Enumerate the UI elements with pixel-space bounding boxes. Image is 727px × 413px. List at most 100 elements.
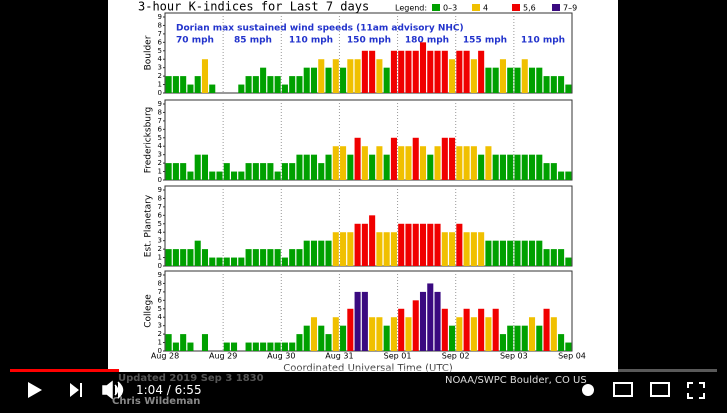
panel-name: Boulder xyxy=(144,35,154,70)
k-index-bar xyxy=(449,59,456,93)
k-index-bar xyxy=(245,249,252,266)
k-index-bar xyxy=(376,317,383,351)
k-index-bar xyxy=(478,154,485,180)
k-index-bar xyxy=(354,291,361,351)
k-index-bar xyxy=(427,223,434,266)
progress-track[interactable] xyxy=(10,369,717,372)
k-index-bar xyxy=(296,154,303,180)
k-index-bar xyxy=(376,232,383,266)
k-index-bar xyxy=(165,334,172,351)
legend-label: 7–9 xyxy=(563,4,577,13)
k-index-bar xyxy=(543,76,550,93)
k-index-bar xyxy=(347,59,354,93)
settings-button[interactable] xyxy=(582,384,594,396)
k-index-bar xyxy=(456,223,463,266)
k-index-bar xyxy=(528,154,536,180)
volume-button[interactable] xyxy=(102,380,124,400)
k-index-bar xyxy=(281,163,288,180)
k-index-bar xyxy=(310,317,318,351)
k-index-bar xyxy=(296,76,303,93)
play-button[interactable] xyxy=(28,382,42,398)
k-index-bar xyxy=(412,300,419,351)
k-index-bar xyxy=(499,154,506,180)
k-index-bar xyxy=(274,249,281,266)
k-index-bar xyxy=(398,50,405,93)
x-axis-label: Coordinated Universal Time (UTC) xyxy=(283,363,453,374)
x-tick-label: Sep 01 xyxy=(384,352,412,361)
k-index-bar xyxy=(369,215,376,266)
k-index-bar xyxy=(325,334,332,351)
k-index-bar xyxy=(201,154,209,180)
k-index-bar xyxy=(485,67,492,93)
k-index-bar xyxy=(507,240,514,266)
k-index-bar xyxy=(252,342,259,351)
miniplayer-button[interactable] xyxy=(613,382,633,397)
k-index-bar xyxy=(187,342,194,351)
k-index-bar xyxy=(252,76,259,93)
speed-label: 150 mph xyxy=(347,36,391,46)
speed-label: 180 mph xyxy=(405,36,449,46)
chart-title: 3-hour K-indices for Last 7 days xyxy=(138,0,369,14)
k-index-bar xyxy=(310,67,318,93)
k-index-bar xyxy=(485,240,492,266)
k-index-bar xyxy=(390,317,397,351)
k-index-bar xyxy=(245,342,252,351)
k-index-bar xyxy=(347,154,354,180)
k-index-bar xyxy=(507,67,514,93)
speed-label: 110 mph xyxy=(521,36,565,46)
panel-frame xyxy=(164,270,573,352)
k-index-bar xyxy=(427,283,434,351)
k-index-bar xyxy=(303,154,310,180)
k-index-bar xyxy=(536,67,543,93)
y-tick-label: 3 xyxy=(158,322,162,330)
k-index-bar xyxy=(361,223,368,266)
k-index-bar xyxy=(252,163,259,180)
k-index-bar xyxy=(318,59,325,93)
k-index-bar xyxy=(419,42,427,93)
y-tick-label: 6 xyxy=(158,125,163,133)
k-index-bar xyxy=(550,317,557,351)
legend-swatch xyxy=(432,4,440,11)
k-index-bar xyxy=(296,334,303,351)
k-index-bar xyxy=(245,76,252,93)
k-index-bar xyxy=(180,249,187,266)
k-index-bar xyxy=(565,342,572,351)
fullscreen-button[interactable] xyxy=(687,382,705,399)
y-tick-label: 8 xyxy=(158,108,162,116)
k-index-bar xyxy=(318,163,325,180)
y-tick-label: 2 xyxy=(158,72,162,80)
y-tick-label: 5 xyxy=(158,305,162,313)
k-index-bar xyxy=(354,59,361,93)
x-tick-label: Aug 30 xyxy=(267,352,295,361)
k-index-bar xyxy=(325,67,332,93)
k-index-bar xyxy=(238,171,245,180)
k-index-bar xyxy=(434,146,441,180)
next-button[interactable] xyxy=(70,383,82,397)
k-index-bar xyxy=(303,240,310,266)
k-index-bar xyxy=(289,249,296,266)
k-index-bar xyxy=(201,59,209,93)
k-index-bar xyxy=(449,137,456,180)
k-index-bar xyxy=(340,67,347,93)
k-index-bar xyxy=(223,257,230,266)
k-index-bar xyxy=(332,59,339,93)
panel-frame xyxy=(164,12,573,94)
time-display: 1:04 / 6:55 xyxy=(136,383,202,397)
y-tick-label: 2 xyxy=(158,330,162,338)
k-index-bar xyxy=(463,232,470,266)
k-index-bar xyxy=(478,50,485,93)
footer-right: NOAA/SWPC Boulder, CO US xyxy=(445,375,587,386)
y-tick-label: 4 xyxy=(158,313,163,321)
y-tick-label: 3 xyxy=(158,237,162,245)
k-index-bar xyxy=(558,76,565,93)
k-index-bar xyxy=(180,76,187,93)
y-tick-label: 2 xyxy=(158,245,162,253)
k-index-bar xyxy=(478,232,485,266)
k-index-bar xyxy=(267,76,274,93)
k-index-bar xyxy=(478,308,485,351)
panel-frame xyxy=(164,185,573,267)
k-index-bar xyxy=(187,249,194,266)
k-index-bar xyxy=(463,308,470,351)
theater-button[interactable] xyxy=(650,382,670,397)
k-index-bar xyxy=(463,50,470,93)
